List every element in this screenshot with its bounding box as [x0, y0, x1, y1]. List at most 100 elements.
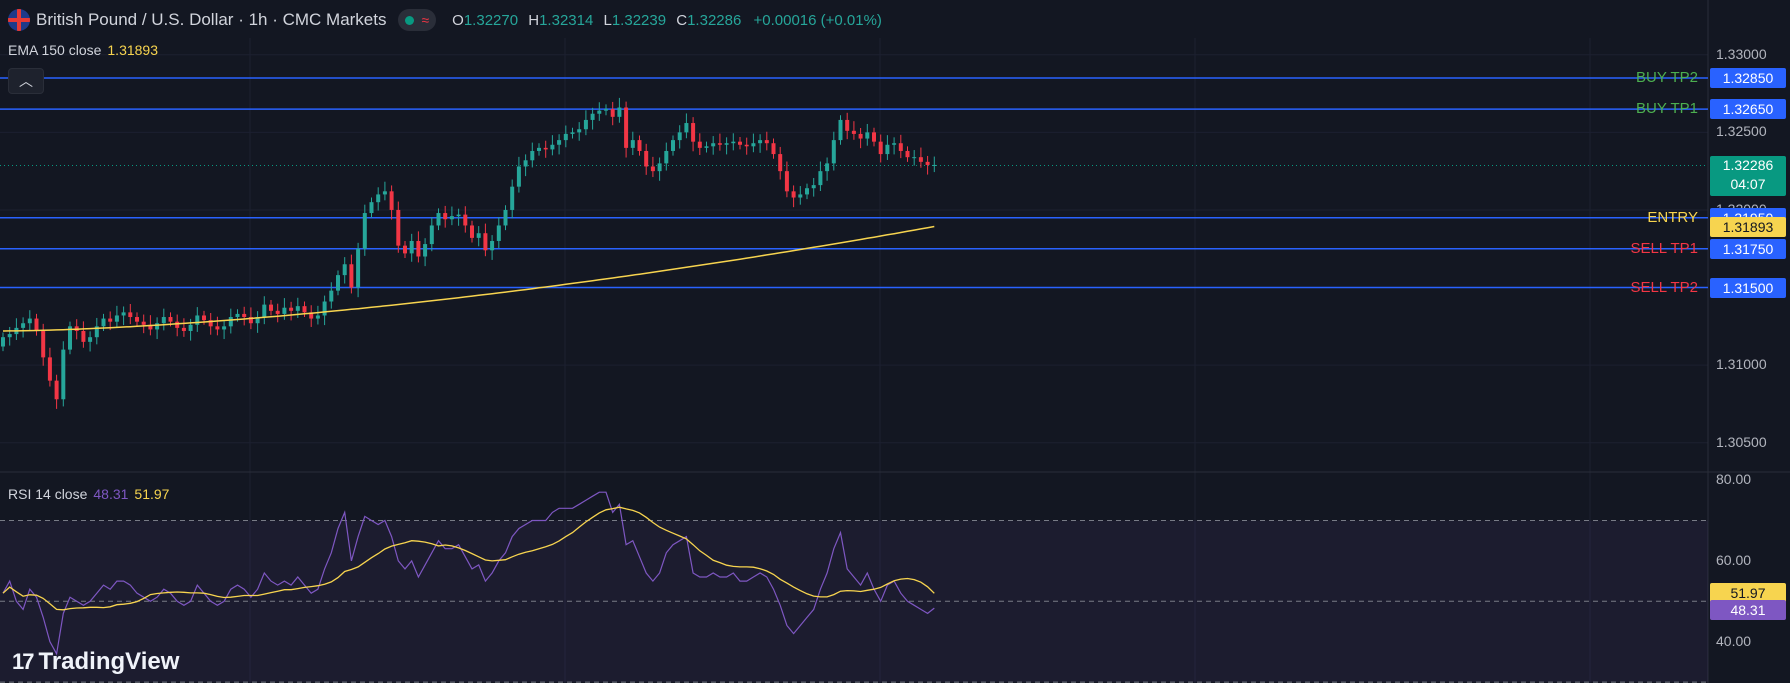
rsi-line [2, 491, 935, 656]
candle [108, 318, 113, 322]
candle [282, 307, 287, 314]
candle [597, 110, 602, 114]
symbol-header: British Pound / U.S. Dollar · 1h · CMC M… [8, 9, 882, 31]
ema-legend-label: EMA 150 close [8, 42, 102, 58]
candle [496, 225, 501, 241]
candle [684, 123, 689, 133]
candle [865, 132, 870, 139]
candle [530, 150, 535, 161]
candle [262, 304, 267, 318]
candle [523, 160, 528, 167]
candle [778, 154, 783, 172]
level-label: SELL TP2 [1630, 278, 1698, 296]
candle [537, 147, 541, 151]
high-label: H [528, 11, 540, 29]
candle [764, 140, 769, 144]
candle [449, 216, 454, 220]
candle [141, 321, 146, 325]
candle [289, 307, 294, 311]
candle [88, 337, 93, 342]
open-label: O [452, 11, 464, 29]
candle [550, 144, 555, 150]
candle [831, 140, 836, 164]
ema-legend-value: 1.31893 [107, 42, 158, 58]
candle [195, 315, 200, 325]
candle [269, 304, 273, 311]
high-value: 1.32314 [539, 11, 594, 29]
candle [248, 317, 253, 324]
candle [369, 202, 374, 214]
level-price-tag: 1.32850 [1710, 68, 1786, 89]
candle [470, 225, 474, 238]
candle [738, 141, 742, 145]
candle [932, 164, 937, 166]
rsi-legend[interactable]: RSI 14 close 48.31 51.97 [8, 486, 169, 502]
candle [624, 107, 629, 148]
collapse-legend-button[interactable]: ︿ [8, 68, 44, 94]
candle [925, 161, 930, 165]
candle [322, 301, 327, 316]
candle [235, 313, 240, 318]
candle [476, 233, 481, 238]
candle [329, 290, 334, 302]
candle [912, 157, 917, 159]
close-label: C [676, 11, 688, 29]
candle [376, 194, 381, 203]
candle [811, 185, 816, 189]
candle [858, 133, 863, 139]
ema-legend[interactable]: EMA 150 close 1.31893 [8, 42, 158, 58]
candle [416, 240, 421, 257]
level-label: ENTRY [1647, 208, 1698, 226]
candle [798, 194, 803, 198]
candle [242, 313, 247, 318]
candle [161, 317, 166, 324]
candle [825, 163, 830, 172]
candle [356, 248, 361, 288]
symbol-title[interactable]: British Pound / U.S. Dollar · 1h · CMC M… [36, 10, 387, 29]
candle [342, 264, 347, 276]
level-price-tag: 1.32650 [1710, 99, 1786, 120]
candle [275, 310, 280, 314]
rsi-axis-tick: 80.00 [1716, 471, 1752, 488]
candle [222, 326, 227, 330]
rsi-ma-legend-value: 51.97 [134, 486, 170, 502]
candle [805, 188, 809, 195]
candle [27, 318, 32, 324]
candle [389, 191, 394, 210]
market-status-icon [405, 15, 415, 25]
bar-countdown: 04:07 [1730, 176, 1766, 192]
candle [175, 321, 180, 328]
candle [644, 150, 649, 167]
candle [135, 317, 139, 322]
candle [114, 315, 119, 322]
candle [403, 245, 407, 254]
candle [704, 146, 709, 148]
price-axis-tick: 1.31000 [1716, 356, 1767, 373]
market-status-pill[interactable]: ≈ [398, 9, 437, 31]
candle [543, 147, 548, 150]
candle [181, 327, 186, 331]
rsi-legend-label: RSI 14 close [8, 486, 88, 502]
candle [155, 323, 160, 330]
candle [54, 380, 59, 400]
level-price-tag: 1.31750 [1710, 238, 1786, 259]
candle [784, 171, 789, 192]
candle [188, 324, 193, 331]
rsi-ma-line [2, 506, 935, 611]
gbp-usd-flag-icon [8, 9, 30, 31]
candle [202, 315, 206, 321]
tradingview-logo[interactable]: 17 TradingView [12, 648, 179, 676]
candle [744, 144, 749, 147]
rsi-value-tag: 48.31 [1710, 600, 1786, 621]
candle [892, 143, 897, 145]
candle [443, 213, 448, 220]
candle [604, 109, 608, 111]
candle [362, 213, 367, 249]
level-price-tag: 1.31500 [1710, 277, 1786, 298]
candle [557, 140, 562, 145]
candle [456, 214, 461, 217]
candle [570, 132, 575, 134]
rsi-legend-value: 48.31 [93, 486, 129, 502]
candle [349, 264, 354, 288]
